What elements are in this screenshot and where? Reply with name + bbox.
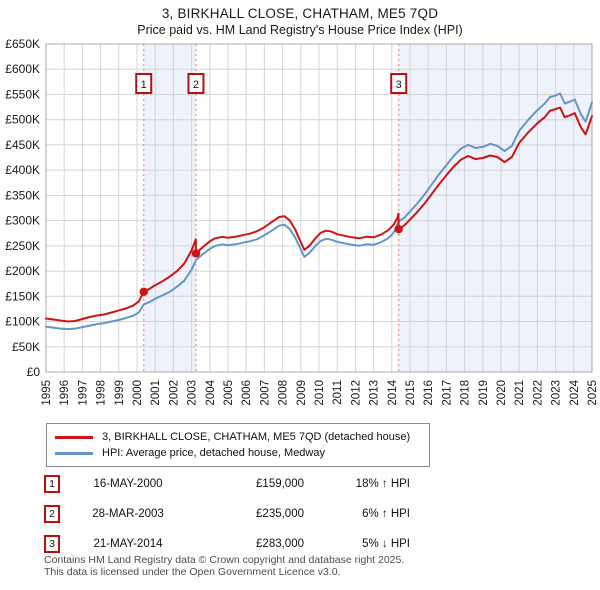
x-axis-label: 1995 bbox=[41, 380, 53, 406]
sale-point-2 bbox=[191, 249, 201, 258]
sale-price: £235,000 bbox=[256, 508, 304, 520]
sale-date: 21-MAY-2014 bbox=[93, 538, 163, 550]
y-axis-label: £200K bbox=[5, 264, 40, 278]
x-axis-label: 1999 bbox=[114, 380, 126, 406]
x-axis-label: 2004 bbox=[205, 379, 217, 405]
x-axis-label: 2019 bbox=[478, 380, 490, 406]
y-axis-label: £50K bbox=[12, 340, 40, 354]
sale-row-1: 1 16-MAY-2000 £159,000 18% ↑ HPI bbox=[44, 475, 600, 493]
x-axis-label: 2017 bbox=[441, 380, 453, 406]
license-note: Contains HM Land Registry data © Crown c… bbox=[44, 554, 405, 578]
sale-marker-box-3 bbox=[390, 73, 408, 94]
y-axis-label: £400K bbox=[5, 163, 40, 177]
y-axis-label: £600K bbox=[5, 62, 40, 76]
sale-row-3: 3 21-MAY-2014 £283,000 5% ↓ HPI bbox=[44, 535, 600, 553]
sale-marker-box-1 bbox=[135, 73, 153, 94]
x-axis-label: 2021 bbox=[514, 380, 526, 406]
x-axis-label: 2023 bbox=[551, 380, 563, 406]
x-axis-label: 2013 bbox=[369, 380, 381, 406]
sale-vs-hpi: 5% ↓ HPI bbox=[362, 538, 410, 550]
sale-number-badge: 1 bbox=[44, 475, 60, 493]
y-axis-label: £150K bbox=[5, 289, 40, 303]
sale-marker-label-1: 1 bbox=[141, 79, 147, 91]
sale-row-2: 2 28-MAR-2003 £235,000 6% ↑ HPI bbox=[44, 505, 600, 523]
price-chart: 1 2 3 £0 £50K £100K £150K £200K £250K £300K £350K £… bbox=[5, 37, 599, 406]
sale-vs-hpi: 18% ↑ HPI bbox=[355, 478, 410, 490]
sale-number-badge: 3 bbox=[44, 535, 60, 553]
sale-marker-label-2: 2 bbox=[193, 79, 199, 91]
sale-point-1 bbox=[139, 287, 148, 296]
y-axis-label: £500K bbox=[5, 113, 40, 127]
series-hpi_line bbox=[45, 92, 593, 331]
sale-point-3 bbox=[394, 224, 403, 234]
legend-swatch-property_line bbox=[55, 435, 93, 439]
y-axis-label: £350K bbox=[5, 188, 40, 202]
x-axis-label: 2022 bbox=[532, 380, 544, 406]
sale-marker-box-2 bbox=[187, 73, 205, 94]
y-axis-label: £100K bbox=[5, 315, 40, 329]
x-axis-label: 2020 bbox=[496, 380, 508, 406]
legend-label: 3, BIRKHALL CLOSE, CHATHAM, ME5 7QD (det… bbox=[102, 431, 411, 443]
y-axis-label: £650K bbox=[5, 37, 40, 51]
x-axis-label: 1997 bbox=[77, 380, 89, 406]
ownership-band bbox=[143, 44, 196, 372]
sale-date: 28-MAR-2003 bbox=[92, 508, 164, 520]
chart-title: 3, BIRKHALL CLOSE, CHATHAM, ME5 7QD bbox=[161, 6, 439, 21]
x-axis-label: 2003 bbox=[187, 380, 199, 406]
x-axis-label: 1998 bbox=[96, 380, 108, 406]
x-axis-label: 2014 bbox=[387, 379, 399, 405]
x-axis-label: 2009 bbox=[296, 380, 308, 406]
sale-price: £159,000 bbox=[256, 478, 304, 490]
license-line-2: This data is licensed under the Open Gov… bbox=[44, 565, 341, 578]
chart-subtitle: Price paid vs. HM Land Registry's House … bbox=[137, 23, 463, 37]
license-line-1: Contains HM Land Registry data © Crown c… bbox=[44, 554, 405, 566]
sale-marker-label-3: 3 bbox=[396, 79, 402, 91]
y-axis-label: £250K bbox=[5, 239, 40, 253]
legend-label: HPI: Average price, detached house, Medw… bbox=[102, 447, 325, 459]
x-axis-label: 2007 bbox=[259, 380, 271, 406]
x-axis-label: 2006 bbox=[241, 380, 253, 406]
x-axis-label: 2016 bbox=[423, 380, 435, 406]
x-axis-label: 2008 bbox=[278, 380, 290, 406]
x-axis-label: 2011 bbox=[332, 380, 344, 405]
sale-number-badge: 2 bbox=[44, 505, 60, 523]
legend-swatch-hpi_line bbox=[55, 451, 93, 455]
y-axis-label: £450K bbox=[5, 138, 40, 152]
ownership-band bbox=[398, 44, 592, 372]
x-axis-label: 2024 bbox=[569, 379, 581, 405]
x-axis-label: 2018 bbox=[460, 380, 472, 406]
x-axis-label: 2001 bbox=[150, 380, 162, 406]
x-axis-label: 2012 bbox=[350, 380, 362, 406]
x-axis-label: 2005 bbox=[223, 380, 235, 406]
plot-frame bbox=[45, 43, 593, 373]
sale-vs-hpi: 6% ↑ HPI bbox=[362, 508, 410, 520]
sales-table: 1 16-MAY-2000 £159,000 18% ↑ HPI 2 28-MAR-200… bbox=[0, 475, 600, 565]
sale-date: 16-MAY-2000 bbox=[93, 478, 163, 490]
y-axis-label: £0 bbox=[27, 365, 41, 379]
legend-row-1: HPI: Average price, detached house, Medw… bbox=[55, 445, 421, 461]
x-axis-label: 2010 bbox=[314, 380, 326, 406]
x-axis-label: 1996 bbox=[59, 380, 71, 406]
y-axis-label: £300K bbox=[5, 214, 40, 228]
legend: 3, BIRKHALL CLOSE, CHATHAM, ME5 7QD (det… bbox=[46, 423, 430, 467]
x-axis-label: 2000 bbox=[132, 380, 144, 406]
x-axis-label: 2002 bbox=[168, 380, 180, 406]
x-axis-label: 2015 bbox=[405, 380, 417, 406]
legend-row-0: 3, BIRKHALL CLOSE, CHATHAM, ME5 7QD (det… bbox=[55, 429, 421, 445]
sale-price: £283,000 bbox=[256, 538, 304, 550]
x-axis-label: 2025 bbox=[587, 380, 599, 406]
y-axis-label: £550K bbox=[5, 87, 40, 101]
